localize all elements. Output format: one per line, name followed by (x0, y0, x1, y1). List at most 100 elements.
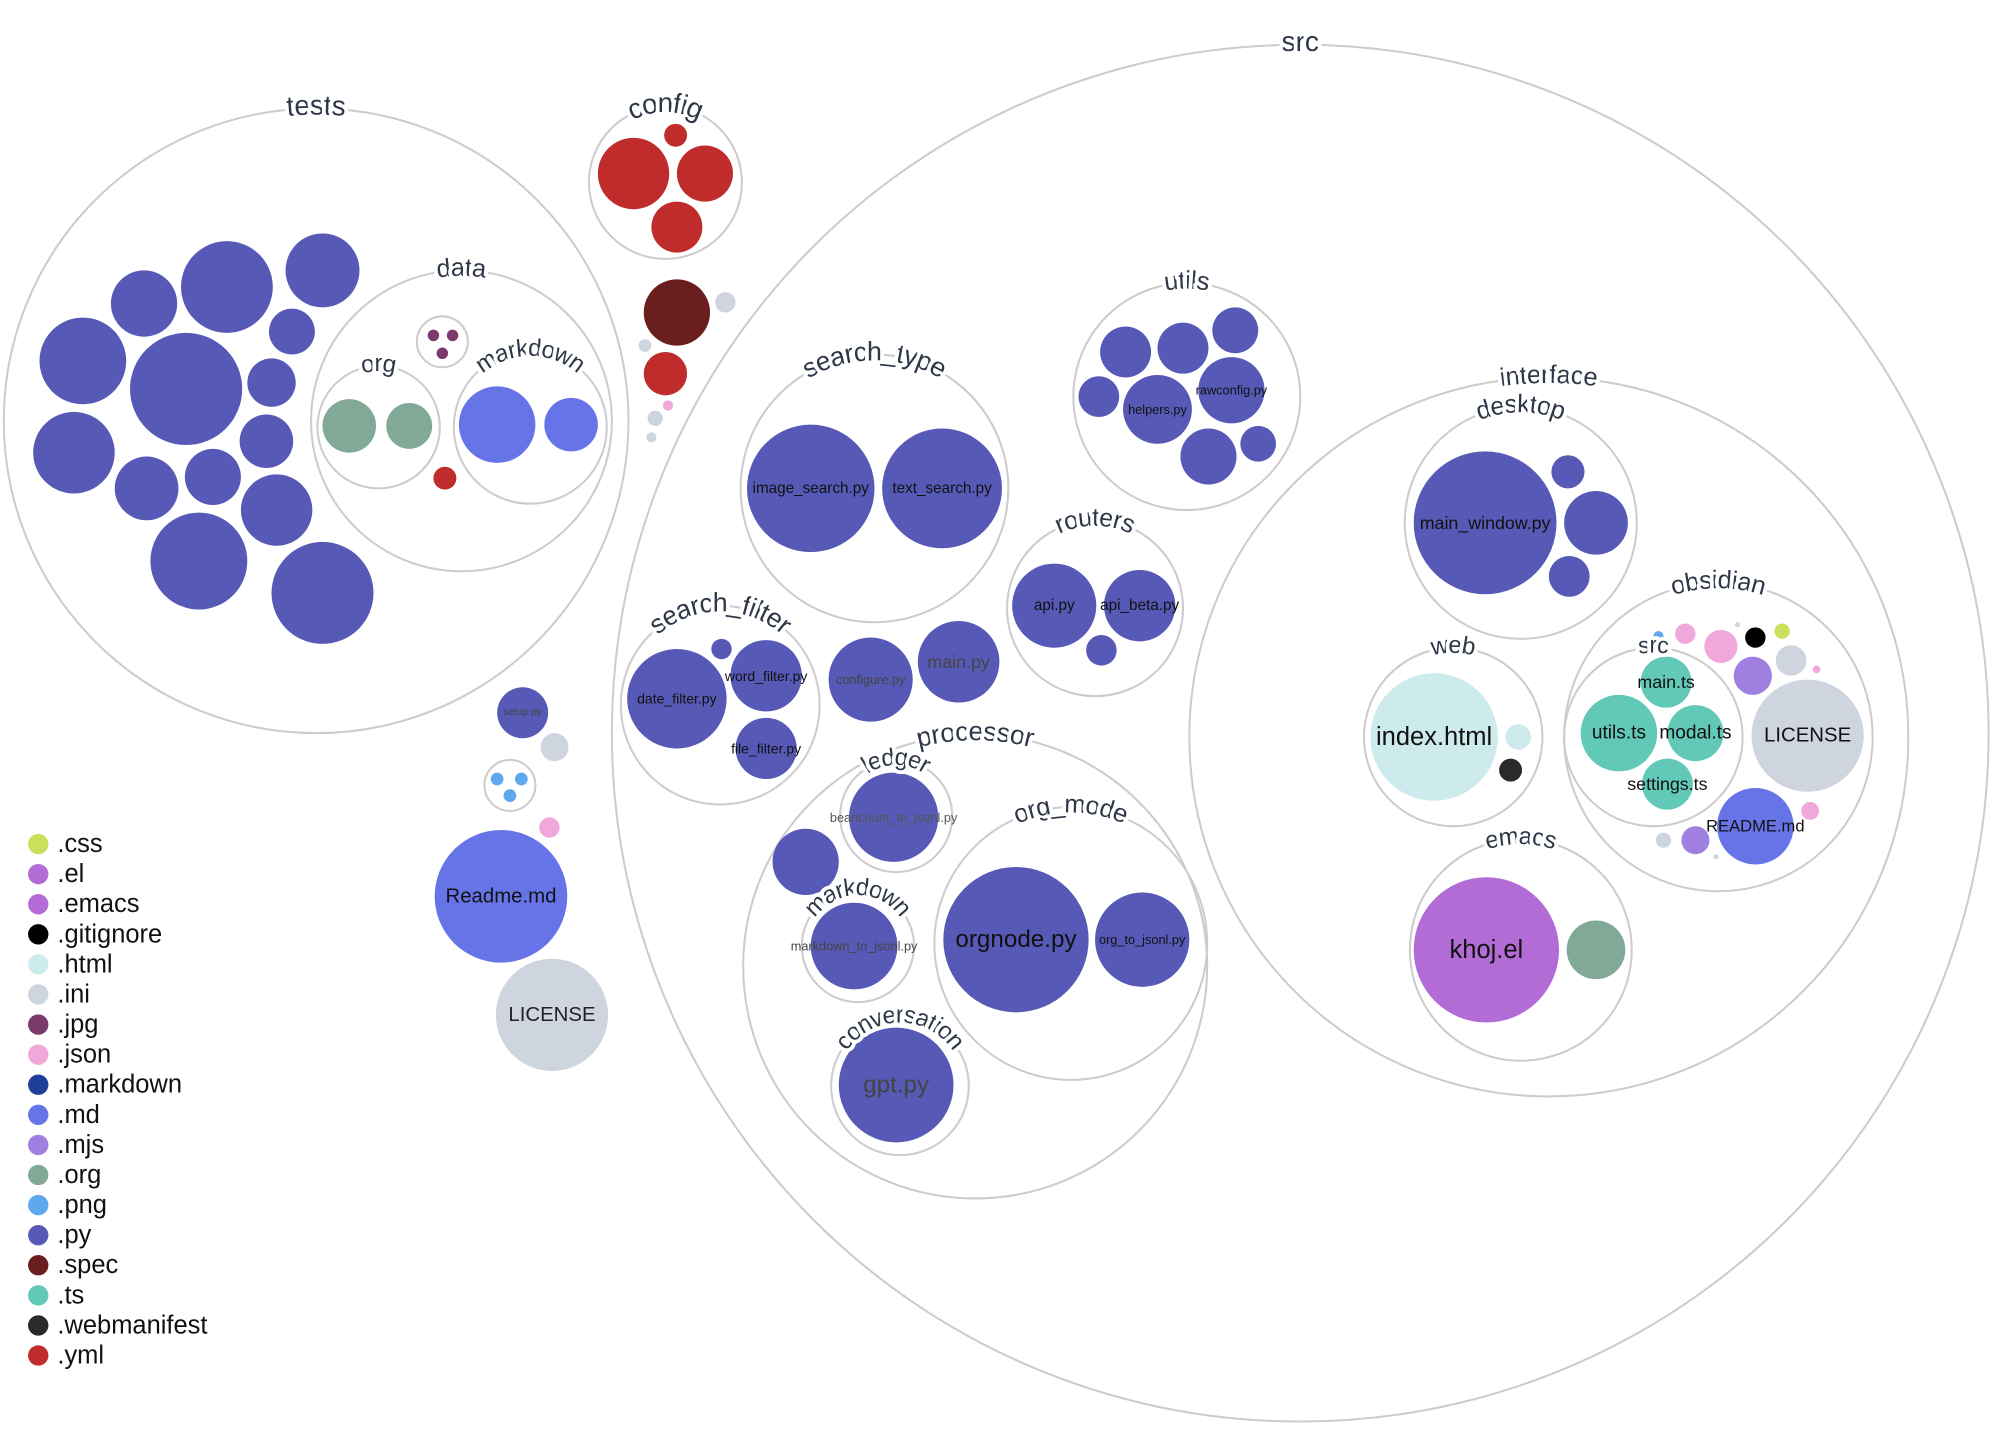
folder-interface[interactable] (1188, 376, 1910, 1098)
folder-desktop[interactable] (1403, 405, 1638, 640)
file-ini[interactable] (646, 432, 657, 443)
folder-config[interactable] (587, 104, 743, 260)
file-yml[interactable] (433, 466, 457, 490)
file-py[interactable] (1551, 455, 1585, 489)
file-yml[interactable] (676, 145, 733, 202)
file-mjs[interactable] (1733, 656, 1772, 695)
file-py[interactable] (1212, 307, 1259, 354)
file-py[interactable] (33, 411, 115, 494)
file-py[interactable] (1180, 428, 1237, 485)
file-py-text-search[interactable] (882, 428, 1002, 549)
file-py-word-filter[interactable] (730, 640, 802, 712)
file-gitignore[interactable] (1745, 627, 1766, 648)
file-py[interactable] (239, 414, 294, 468)
file-el-khoj-el[interactable] (1413, 877, 1560, 1023)
file-py[interactable] (1086, 634, 1117, 666)
file-py[interactable] (110, 270, 178, 337)
file-jpg[interactable] (436, 347, 449, 360)
file-py-date-filter[interactable] (627, 649, 727, 749)
file-py-beancount[interactable] (848, 772, 939, 862)
folder-tests[interactable] (2, 107, 630, 735)
file-yml[interactable] (651, 201, 703, 253)
file-png[interactable] (515, 772, 528, 786)
folder-emacs[interactable] (1408, 837, 1633, 1062)
file-ts-main-ts[interactable] (1640, 656, 1692, 708)
file-json[interactable] (539, 817, 560, 838)
file-jpg[interactable] (446, 329, 459, 342)
file-py-setup[interactable] (497, 687, 549, 739)
folder-search-type[interactable] (739, 353, 1010, 624)
file-py[interactable] (772, 828, 839, 896)
folder-conversation[interactable] (830, 1016, 970, 1157)
folder-org-mode[interactable] (933, 806, 1209, 1081)
file-py-configure[interactable] (828, 637, 913, 722)
file-py[interactable] (184, 448, 241, 505)
file-py[interactable] (150, 512, 248, 610)
file-yml[interactable] (664, 123, 688, 147)
file-md[interactable] (544, 397, 598, 452)
file-py[interactable] (114, 456, 179, 521)
file-html[interactable] (1505, 724, 1531, 750)
file-json[interactable] (1675, 623, 1696, 644)
file-png[interactable] (1653, 631, 1664, 642)
folder-unnamed[interactable] (415, 315, 469, 369)
file-py-org-to-jsonl[interactable] (1095, 892, 1190, 987)
folder-web[interactable] (1362, 646, 1544, 828)
file-ini-license-root[interactable] (495, 958, 609, 1071)
file-py[interactable] (1548, 555, 1590, 597)
file-ini[interactable] (715, 292, 736, 313)
file-org[interactable] (1566, 920, 1626, 980)
file-ini[interactable] (638, 339, 652, 352)
file-ini-license-obsidian[interactable] (1751, 679, 1864, 792)
file-json[interactable] (1812, 665, 1821, 674)
file-py[interactable] (1564, 490, 1628, 555)
file-py[interactable] (271, 541, 374, 644)
file-yml[interactable] (643, 351, 688, 396)
file-py[interactable] (39, 317, 127, 405)
folder-routers[interactable] (1006, 519, 1184, 698)
file-py-markdown-to-jsonl[interactable] (810, 902, 898, 990)
file-ini[interactable] (1713, 854, 1719, 860)
file-md[interactable] (458, 386, 536, 463)
folder-data-org[interactable] (316, 364, 441, 490)
file-ts-settings-ts[interactable] (1641, 758, 1693, 810)
file-py-image-search[interactable] (747, 424, 875, 553)
file-py-gpt[interactable] (838, 1027, 954, 1143)
file-html-index-html[interactable] (1370, 673, 1498, 801)
file-py-orgnode[interactable] (943, 866, 1089, 1013)
file-py-helpers[interactable] (1123, 374, 1192, 444)
file-ini[interactable] (1734, 622, 1741, 628)
file-py-main-py[interactable] (917, 620, 1000, 703)
file-py[interactable] (1157, 322, 1209, 374)
file-py-main-window[interactable] (1413, 451, 1557, 595)
file-css[interactable] (1774, 623, 1790, 639)
file-org[interactable] (386, 402, 433, 449)
file-py-file-filter[interactable] (735, 717, 797, 780)
file-webmanifest[interactable] (1499, 758, 1523, 782)
file-org[interactable] (322, 399, 377, 453)
file-py[interactable] (1240, 425, 1277, 462)
file-spec[interactable] (643, 279, 711, 346)
folder-obsidian-src[interactable] (1563, 646, 1744, 828)
folder-src[interactable] (610, 43, 1990, 1423)
file-jpg[interactable] (427, 329, 440, 342)
file-ts-modal-ts[interactable] (1667, 705, 1724, 762)
file-py[interactable] (247, 358, 296, 407)
file-ini[interactable] (647, 410, 663, 426)
file-md-readme-root[interactable] (434, 830, 568, 963)
folder-ledger[interactable] (839, 758, 954, 874)
folder-utils[interactable] (1072, 282, 1302, 512)
file-md-readme-obsidian[interactable] (1717, 787, 1794, 865)
file-py-rawconfig[interactable] (1198, 357, 1265, 424)
folder-data[interactable] (310, 269, 613, 573)
folder-processor[interactable] (742, 733, 1209, 1200)
file-py[interactable] (130, 332, 243, 446)
file-json[interactable] (662, 400, 674, 411)
file-ts-utils-ts[interactable] (1580, 694, 1658, 772)
file-py[interactable] (1078, 376, 1120, 418)
file-py[interactable] (240, 474, 313, 546)
file-ini[interactable] (1775, 645, 1807, 676)
folder-unnamed[interactable] (483, 758, 537, 812)
file-py[interactable] (268, 308, 315, 355)
file-py[interactable] (711, 638, 732, 660)
